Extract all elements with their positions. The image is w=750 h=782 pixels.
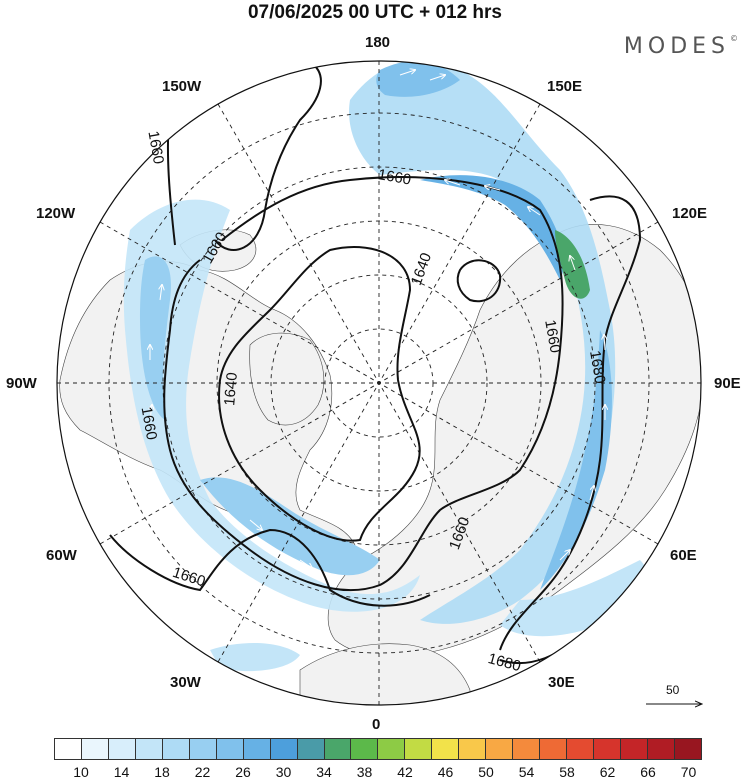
lon-label-60w: 60W [46,547,77,564]
colorbar-cell [486,739,514,759]
colorbar-cell [621,739,648,759]
colorbar-tick-label: 66 [640,764,656,780]
greenland [249,332,325,426]
colorbar-tick-label: 22 [194,764,211,780]
colorbar-cell [378,739,406,759]
colorbar [54,738,702,760]
lon-label-bottom: 0 [372,716,381,733]
africa [299,643,471,705]
colorbar-cell [216,739,244,759]
colorbar-cell [108,739,136,759]
colorbar-cell [405,739,433,759]
brand-name: MODES [623,34,730,59]
colorbar-tick-label: 58 [559,764,575,780]
lon-label-120w: 120W [36,205,76,222]
wind-vectors [150,70,605,568]
colorbar-cell [81,739,109,759]
graticule [57,61,701,705]
colorbar-cell [189,739,217,759]
contour-label-group: 1660 1660 1660 1640 1660 1640 1660 1640 … [138,130,609,675]
lon-label-30e: 30E [548,674,575,691]
map-border [56,60,702,706]
colorbar-cell [674,739,701,759]
contour-label: 1660 [144,130,167,166]
chart-title: 07/06/2025 00 UTC + 012 hrs [247,2,503,23]
colorbar-cell [55,739,82,759]
contour-1640-ring [218,245,421,542]
colorbar-cell [351,739,379,759]
colorbar-tick-label: 54 [518,764,535,780]
contour-label: 1660 [138,405,161,441]
contour-1660-ring [163,176,564,592]
contour-1640-low-east [456,259,502,303]
colorbar-tick-label: 70 [680,764,697,780]
colorbar-tick-label: 50 [478,764,494,780]
lon-label-top: 180 [365,34,391,51]
contour-label: 1680 [586,349,609,385]
vector-scale-label: 50 [666,683,680,697]
colorbar-cell [297,739,325,759]
brand-mark: © [730,34,738,43]
colorbar-tick-label: 46 [437,764,454,780]
colorbar-tick-label: 42 [397,764,413,780]
colorbar-tick-label: 10 [73,764,89,780]
colorbar-cell [432,739,460,759]
colorbar-ticks: 10 14 18 22 26 30 34 38 42 46 50 54 58 62 66 70 [54,764,702,782]
brand-logo: MODES© [624,34,738,59]
colorbar-tick-label: 26 [235,764,251,780]
lon-label-150e: 150E [547,78,583,95]
contour-label: 1660 [541,319,564,355]
lon-label-right: 90E [714,375,741,392]
lon-label-60e: 60E [670,547,697,564]
colorbar-tick-label: 30 [275,764,292,780]
colorbar-cell [135,739,163,759]
contour-label: 1660 [377,166,413,189]
colorbar-cell [647,739,675,759]
lon-label-left: 90W [6,375,37,392]
contour-1660-south [109,528,431,607]
colorbar-cell [459,739,487,759]
colorbar-tick-label: 14 [113,764,130,780]
lon-label-30w: 30W [170,674,201,691]
colorbar-cell [567,739,595,759]
colorbar-tick-label: 62 [599,764,616,780]
colorbar-cell [594,739,622,759]
colorbar-tick-label: 38 [356,764,373,780]
lon-label-150w: 150W [162,78,202,95]
colorbar-cell [270,739,298,759]
colorbar-cell [513,739,541,759]
colorbar-cell [324,739,352,759]
lon-label-120e: 120E [672,205,708,222]
colorbar-cell [162,739,190,759]
colorbar-tick-label: 18 [154,764,170,780]
colorbar-cell [243,739,271,759]
colorbar-cell [540,739,568,759]
colorbar-tick-label: 34 [316,764,332,780]
contour-label: 1640 [221,372,241,407]
